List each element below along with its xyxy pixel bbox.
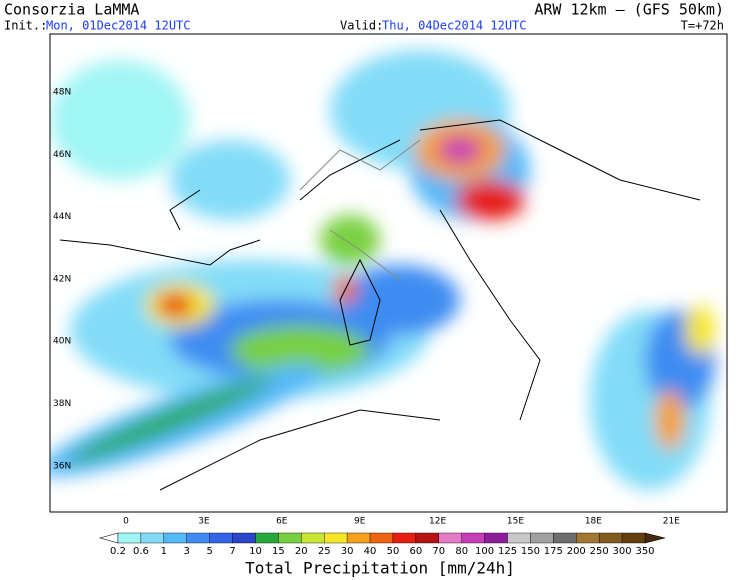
colorbar-box: [301, 532, 325, 544]
colorbar-label: 350: [635, 546, 654, 557]
colorbar-box: [553, 532, 577, 544]
colorbar-label: 60: [410, 546, 423, 557]
colorbar-box: [530, 532, 554, 544]
lon-label: 3E: [198, 517, 210, 527]
colorbar-label: 10: [249, 546, 262, 557]
lat-label: 38N: [53, 399, 71, 409]
colorbar-box: [438, 532, 462, 544]
colorbar-label: 20: [295, 546, 308, 557]
colorbar-label: 300: [613, 546, 632, 557]
colorbar-box: [255, 532, 279, 544]
lat-label: 46N: [53, 150, 71, 160]
colorbar-label: 1: [161, 546, 167, 557]
colorbar-box: [576, 532, 600, 544]
valid-value: Thu, 04Dec2014 12UTC: [382, 19, 527, 33]
lon-label: 9E: [354, 517, 366, 527]
lon-label: 0: [123, 517, 129, 527]
colorbar-label: 150: [521, 546, 540, 557]
colorbar-arrow: [644, 532, 666, 544]
colorbar-box: [415, 532, 439, 544]
colorbar-label: 80: [455, 546, 468, 557]
colorbar-box: [117, 532, 142, 544]
colorbar-box: [598, 532, 623, 544]
colorbar-label: 200: [567, 546, 586, 557]
lon-label: 15E: [507, 517, 524, 527]
lat-label: 36N: [53, 461, 71, 471]
colorbar-box: [278, 532, 302, 544]
colorbar-box: [369, 532, 394, 544]
colorbar-box: [461, 532, 485, 544]
lat-label: 42N: [53, 274, 71, 284]
colorbar-box: [324, 532, 348, 544]
colorbar-box: [163, 532, 187, 544]
colorbar-label: 0.2: [110, 546, 126, 557]
colorbar-box: [346, 532, 371, 544]
colorbar-arrow: [98, 532, 119, 544]
model: ARW 12km – (GFS 50km): [534, 1, 724, 19]
init-value: Mon, 01Dec2014 12UTC: [46, 19, 191, 33]
colorbar-box: [621, 532, 646, 544]
lon-label: 18E: [585, 517, 602, 527]
title: Consorzia LaMMA: [4, 1, 139, 19]
lon-label: 21E: [663, 517, 680, 527]
lat-label: 48N: [53, 88, 71, 98]
colorbar-box: [507, 532, 531, 544]
colorbar-label: 5: [206, 546, 212, 557]
colorbar-title: Total Precipitation [mm/24h]: [245, 559, 515, 578]
init-label: Init.:: [4, 19, 47, 33]
colorbar-label: 50: [387, 546, 400, 557]
valid-label: Valid:: [340, 19, 383, 33]
precip-field: [50, 34, 727, 512]
colorbar-label: 100: [475, 546, 494, 557]
lon-label: 12E: [429, 517, 446, 527]
colorbar-label: 40: [364, 546, 377, 557]
lead-time: T=+72h: [681, 19, 724, 33]
colorbar-label: 3: [184, 546, 190, 557]
map-frame: [49, 33, 728, 513]
colorbar-box: [232, 532, 256, 544]
colorbar-label: 175: [544, 546, 563, 557]
colorbar-label: 30: [341, 546, 354, 557]
lat-label: 40N: [53, 337, 71, 347]
colorbar-label: 25: [318, 546, 331, 557]
colorbar-label: 7: [229, 546, 235, 557]
lat-label: 44N: [53, 212, 71, 222]
colorbar-box: [209, 532, 233, 544]
colorbar-label: 15: [272, 546, 285, 557]
colorbar-label: 70: [432, 546, 445, 557]
colorbar-box: [186, 532, 210, 544]
lon-label: 6E: [276, 517, 288, 527]
colorbar-label: 250: [590, 546, 609, 557]
colorbar-label: 0.6: [133, 546, 149, 557]
colorbar-box: [140, 532, 165, 544]
colorbar-box: [484, 532, 508, 544]
colorbar-label: 125: [498, 546, 517, 557]
colorbar-box: [392, 532, 417, 544]
